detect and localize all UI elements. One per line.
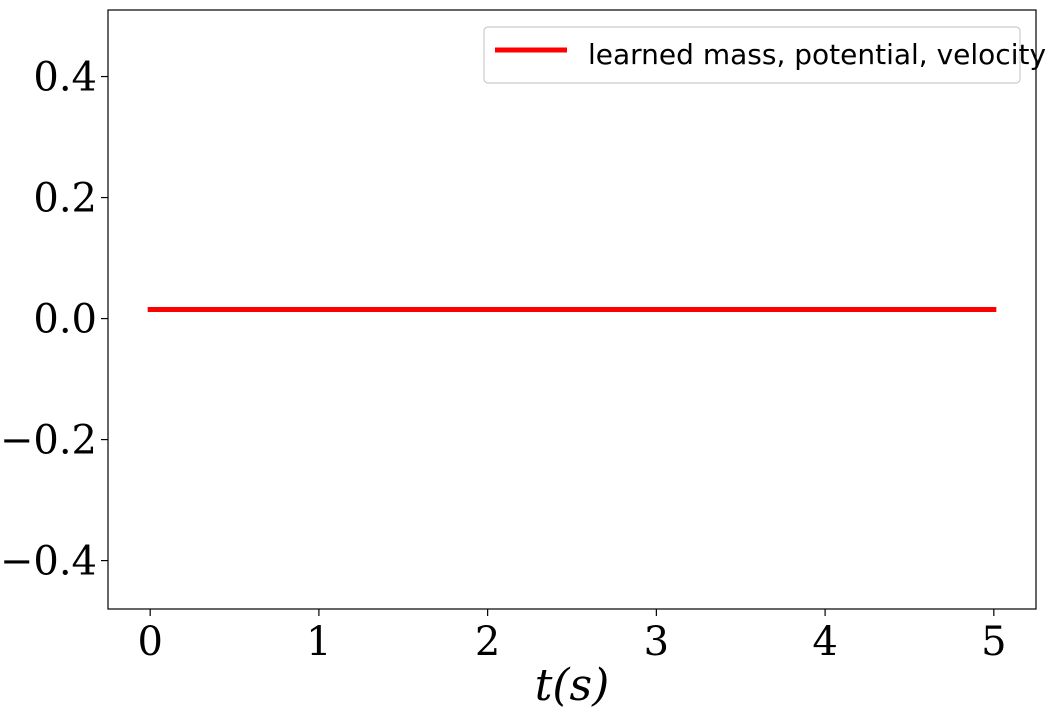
y-tick-label: −0.2: [0, 418, 97, 464]
x-tick-label: 1: [306, 619, 331, 665]
x-tick-label: 3: [644, 619, 669, 665]
y-tick-label: 0.2: [33, 176, 97, 222]
x-axis-ticks: 0 1 2 3 4 5: [137, 609, 1007, 665]
x-tick-label: 5: [981, 619, 1006, 665]
y-tick-label: 0.4: [33, 55, 97, 101]
legend-label: learned mass, potential, velocity: [588, 38, 1046, 71]
x-tick-label: 0: [137, 619, 162, 665]
legend: learned mass, potential, velocity: [483, 26, 1046, 84]
x-tick-label: 4: [812, 619, 837, 665]
plot-frame: [107, 9, 1037, 610]
y-tick-label: −0.4: [0, 539, 97, 585]
y-axis-ticks: −0.4 −0.2 0.0 0.2 0.4: [0, 55, 108, 585]
x-axis-label: t(s): [535, 660, 610, 711]
legend-box: [483, 26, 1021, 84]
y-tick-label: 0.0: [33, 297, 97, 343]
x-tick-label: 2: [475, 619, 500, 665]
